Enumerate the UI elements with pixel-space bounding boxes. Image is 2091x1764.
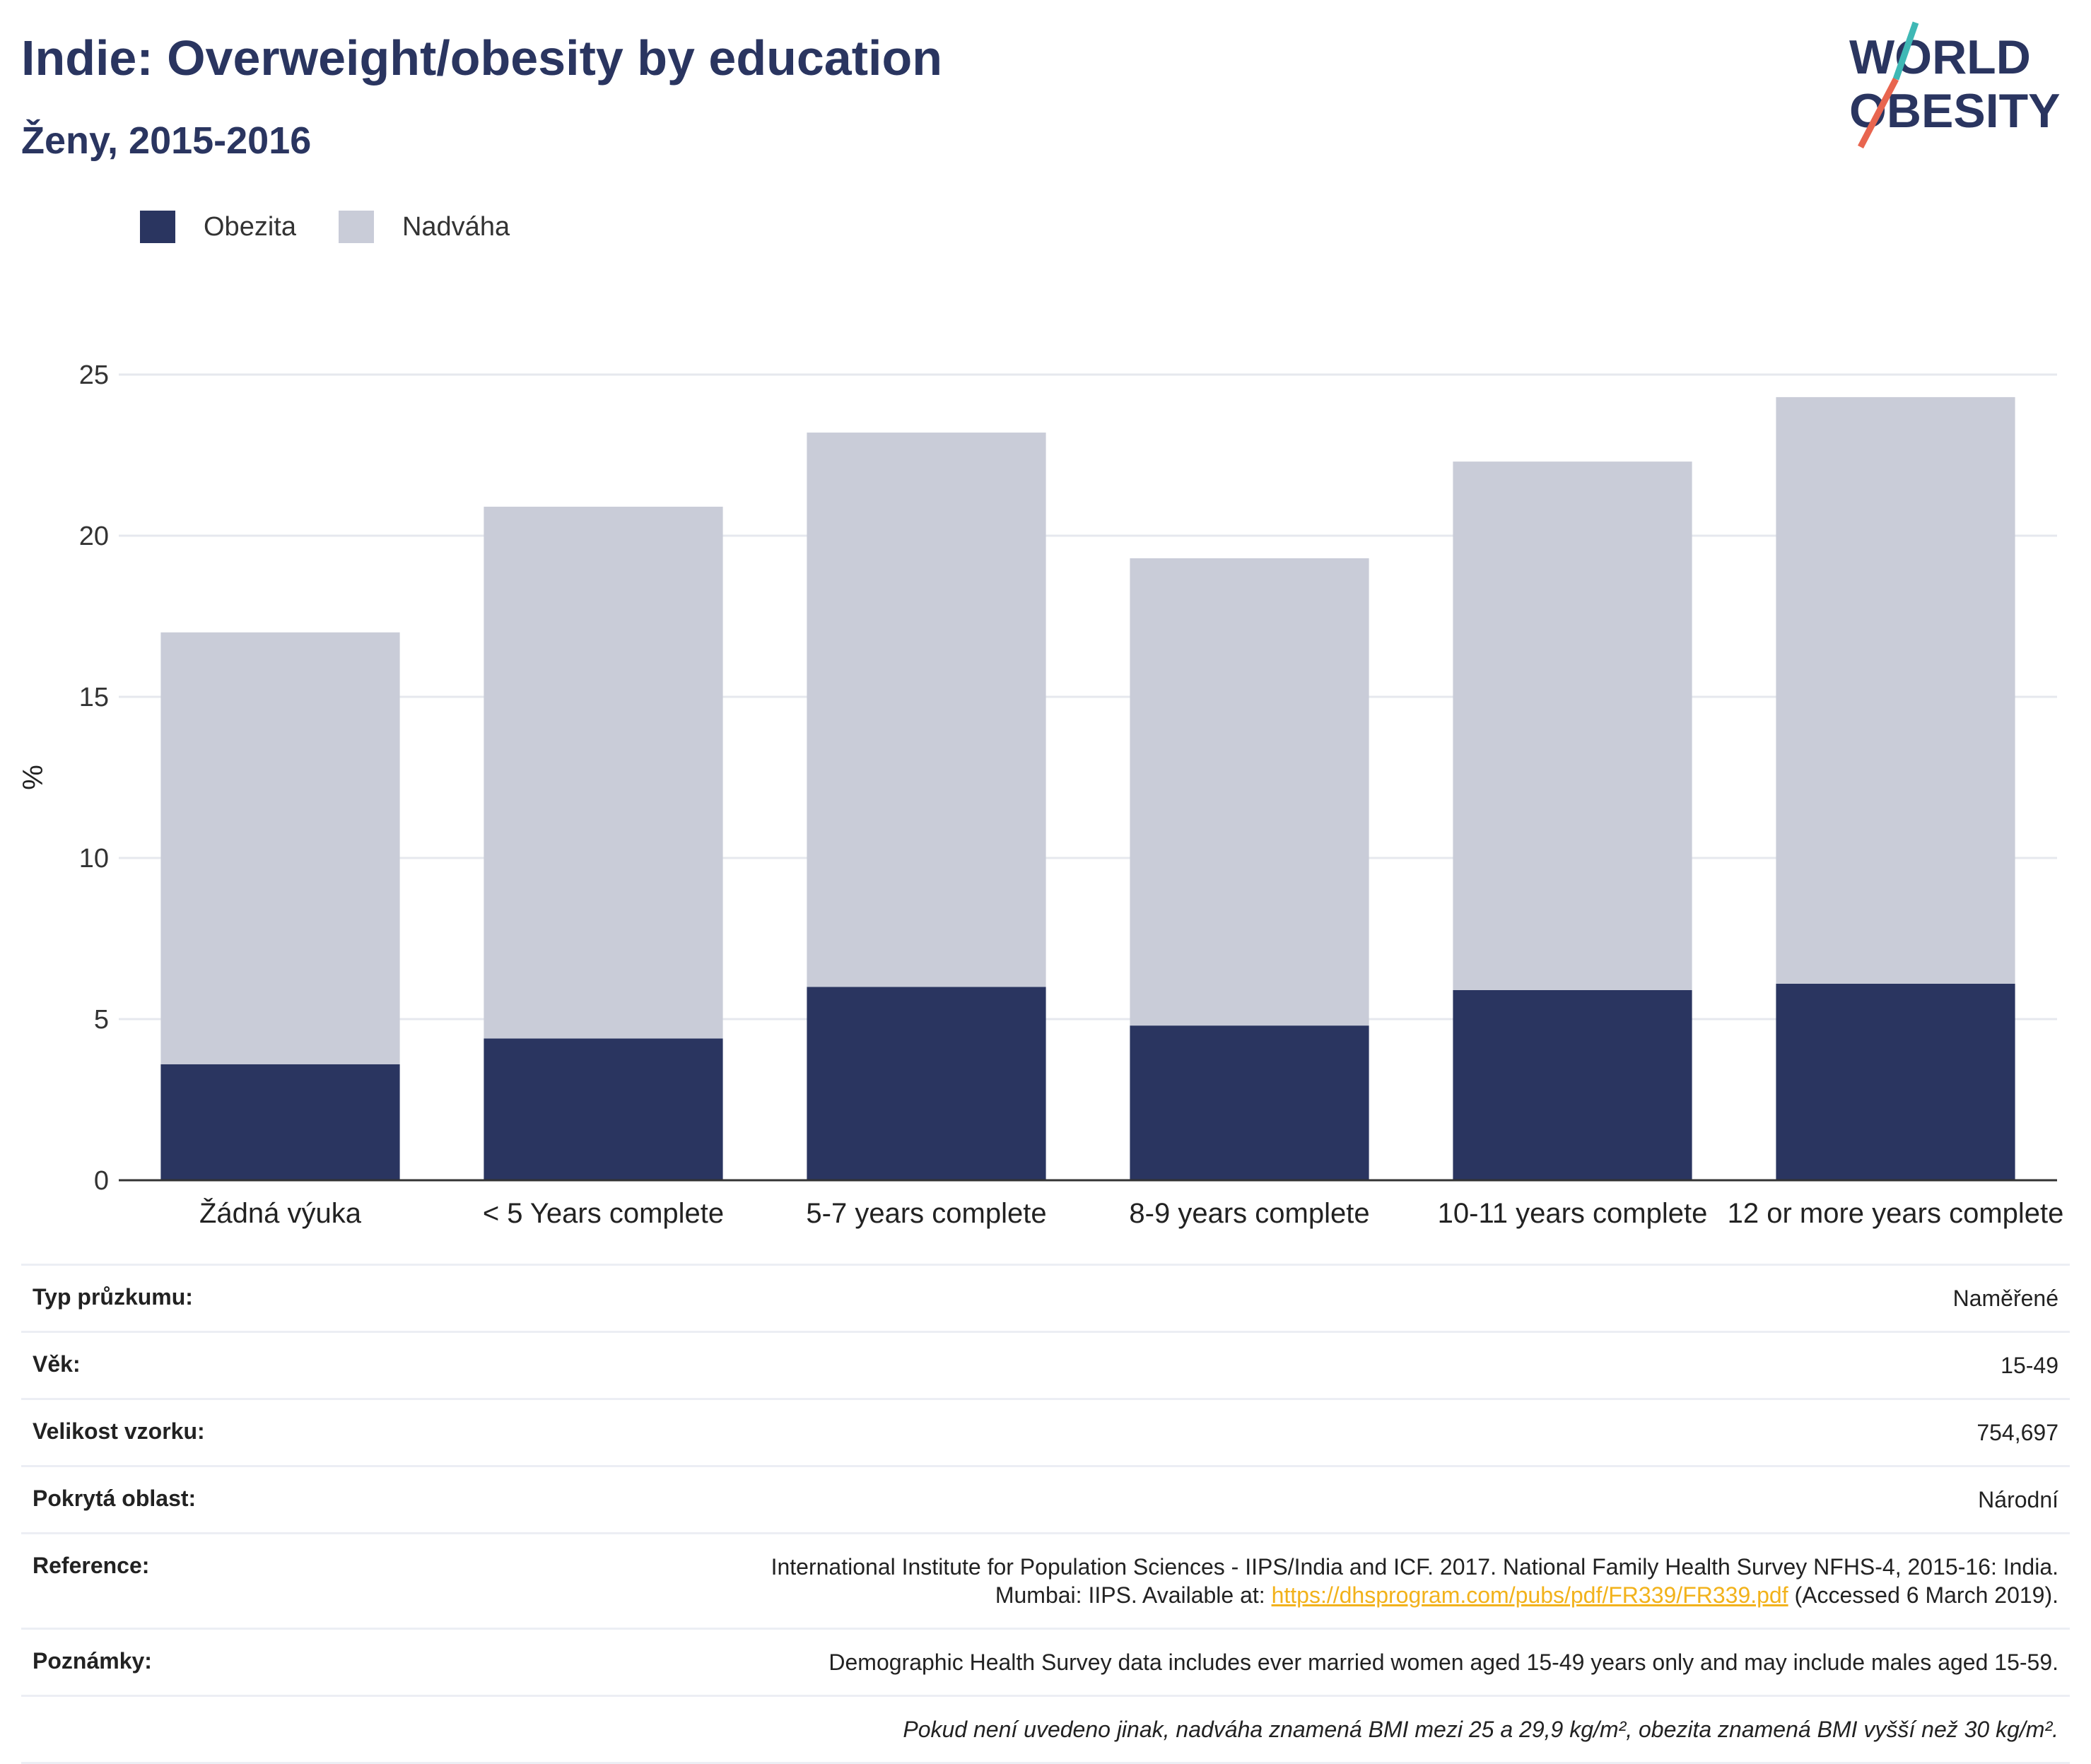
bar-obezita <box>1776 983 2015 1180</box>
legend-swatch-obezita <box>140 211 175 243</box>
reference-line2-prefix: Mumbai: IIPS. Available at: <box>995 1582 1272 1608</box>
info-value: Naměřené <box>1952 1286 2058 1311</box>
bar-nadvaha <box>1453 461 1692 990</box>
info-label: Reference: <box>33 1553 150 1578</box>
info-value: 15-49 <box>2001 1353 2058 1378</box>
info-row-definition: Pokud není uvedeno jinak, nadváha znamen… <box>21 1695 2070 1764</box>
info-value: Národní <box>1978 1487 2058 1512</box>
reference-link[interactable]: https://dhsprogram.com/pubs/pdf/FR339/FR… <box>1271 1582 1788 1608</box>
bmi-definition-note: Pokud není uvedeno jinak, nadváha znamen… <box>903 1717 2058 1742</box>
info-row-sample-size: Velikost vzorku: 754,697 <box>21 1398 2070 1465</box>
chart-legend: Obezita Nadváha <box>140 211 552 243</box>
y-tick-label: 25 <box>79 360 109 390</box>
bar-obezita <box>1453 989 1692 1180</box>
reference-text: International Institute for Population S… <box>771 1553 2058 1609</box>
chart-title: Indie: Overweight/obesity by education <box>21 30 942 86</box>
x-tick-label: < 5 Years complete <box>483 1198 724 1229</box>
bar-nadvaha <box>1776 396 2015 984</box>
logo-line2: OBESITY <box>1849 84 2061 138</box>
legend-label-nadvaha: Nadváha <box>402 211 510 242</box>
chart-subtitle: Ženy, 2015-2016 <box>21 119 312 162</box>
survey-info-table: Typ průzkumu: Naměřené Věk: 15-49 Veliko… <box>21 1264 2070 1764</box>
info-row-notes: Poznámky: Demographic Health Survey data… <box>21 1628 2070 1695</box>
bar-nadvaha <box>1130 558 1369 1026</box>
x-tick-label: 12 or more years complete <box>1728 1198 2064 1229</box>
world-obesity-logo: WORLD OBESITY <box>1849 21 2061 148</box>
bar-nadvaha <box>160 632 400 1064</box>
y-tick-label: 0 <box>94 1166 109 1196</box>
x-tick-label: 10-11 years complete <box>1438 1198 1708 1229</box>
legend-item-nadvaha[interactable]: Nadváha <box>338 211 510 243</box>
info-row-reference: Reference: International Institute for P… <box>21 1532 2070 1628</box>
logo-line1: WORLD <box>1849 30 2031 84</box>
bar-nadvaha <box>484 506 723 1039</box>
info-label: Poznámky: <box>33 1648 152 1674</box>
bar-obezita <box>1130 1025 1369 1180</box>
info-row-survey-type: Typ průzkumu: Naměřené <box>21 1264 2070 1331</box>
x-tick-label: Žádná výuka <box>199 1197 362 1229</box>
legend-item-obezita[interactable]: Obezita <box>140 211 296 243</box>
reference-line1: International Institute for Population S… <box>771 1554 2058 1580</box>
x-tick-label: 5-7 years complete <box>806 1198 1046 1229</box>
info-label: Velikost vzorku: <box>33 1418 205 1444</box>
y-tick-label: 15 <box>79 683 109 712</box>
y-axis-title: % <box>18 765 49 790</box>
bar-nadvaha <box>807 433 1046 987</box>
bar-obezita <box>160 1064 400 1180</box>
legend-label-obezita: Obezita <box>204 211 296 242</box>
bar-obezita <box>807 987 1046 1180</box>
info-label: Pokrytá oblast: <box>33 1486 197 1511</box>
info-label: Věk: <box>33 1351 81 1377</box>
y-tick-label: 5 <box>94 1005 109 1035</box>
info-value: Demographic Health Survey data includes … <box>828 1650 2058 1675</box>
x-tick-label: 8-9 years complete <box>1129 1198 1369 1229</box>
bar-obezita <box>484 1038 723 1180</box>
reference-line2-suffix: (Accessed 6 March 2019). <box>1788 1582 2059 1608</box>
logo-slash-top <box>1892 21 1919 81</box>
info-value: 754,697 <box>1976 1420 2058 1445</box>
y-tick-label: 10 <box>79 844 109 874</box>
info-row-area-covered: Pokrytá oblast: Národní <box>21 1465 2070 1532</box>
info-row-age: Věk: 15-49 <box>21 1331 2070 1398</box>
legend-swatch-nadvaha <box>338 211 374 243</box>
y-tick-label: 20 <box>79 522 109 551</box>
info-label: Typ průzkumu: <box>33 1284 193 1310</box>
stacked-bar-chart: 0 5 10 15 20 25% Žádná výuka < 5 Years complete… <box>18 360 2064 1229</box>
logo-slash-bottom <box>1858 77 1899 148</box>
